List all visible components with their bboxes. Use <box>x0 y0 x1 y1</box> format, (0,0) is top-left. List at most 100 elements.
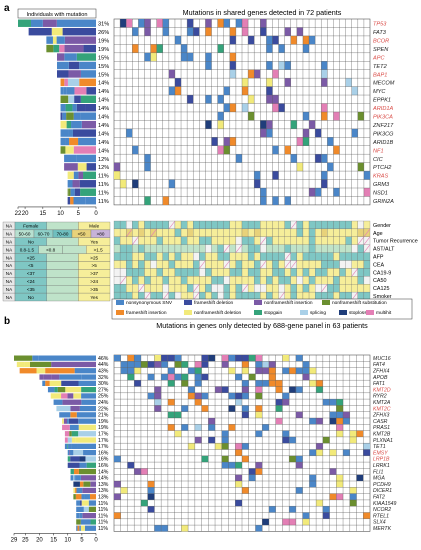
clinical-cell <box>156 276 163 285</box>
mutation-cell <box>321 171 328 180</box>
mutation-cell <box>167 399 175 406</box>
clinical-cell <box>302 276 310 285</box>
gene-label: ZFHX3 <box>372 413 390 419</box>
mutation-cell <box>302 512 310 519</box>
gene-label: MYC <box>373 89 386 95</box>
clinical-cell <box>229 284 237 293</box>
clinical-cell <box>247 220 255 230</box>
clinical-cell <box>284 268 291 277</box>
legend-value-text: >24 <box>90 279 98 284</box>
freq-bar-segment <box>54 387 58 393</box>
clinical-cell <box>260 228 267 237</box>
clinical-cell <box>302 236 310 245</box>
freq-bar-segment <box>64 44 84 53</box>
mutation-cell <box>275 405 283 412</box>
freq-bar-segment <box>81 393 96 399</box>
clinical-cell <box>333 220 340 230</box>
mutation-cell <box>132 179 139 188</box>
freq-bar-segment <box>80 519 91 525</box>
mutation-cell <box>242 487 249 494</box>
clinical-cell <box>168 244 176 253</box>
clinical-cell <box>321 244 328 253</box>
clinical-cell <box>113 236 121 245</box>
mutation-cell <box>140 468 148 475</box>
clinical-cell <box>290 236 297 245</box>
clinical-na-hatch <box>223 244 231 253</box>
mutation-cell <box>336 411 344 418</box>
mutation-cell <box>284 196 291 205</box>
gene-label: EMSY <box>373 450 388 456</box>
mutation-cell <box>174 86 182 96</box>
mutation-cell <box>120 179 127 188</box>
mutation-cell <box>154 361 162 368</box>
freq-bar-segment <box>66 112 74 120</box>
freq-bar-segment <box>81 387 96 393</box>
mutation-cell <box>266 128 273 138</box>
clinical-cell <box>254 244 261 253</box>
mutation-cell <box>221 462 229 469</box>
freq-bar-segment <box>67 418 69 424</box>
freq-bar-segment <box>70 188 75 196</box>
freq-bar-segment <box>38 355 96 361</box>
gene-label: BAP1 <box>373 72 387 78</box>
gene-label: PIK3CA <box>373 115 393 121</box>
mutation-cell <box>302 137 310 146</box>
freq-bar-segment <box>89 494 96 500</box>
mutation-cell <box>255 380 263 387</box>
mutation-cell <box>295 487 303 494</box>
mutation-cell <box>268 506 276 513</box>
gene-label: ARID1B <box>372 140 393 146</box>
freq-bar-segment <box>80 500 82 506</box>
mutation-cell <box>302 367 310 374</box>
clinical-na-hatch <box>351 291 359 301</box>
freq-bar-segment <box>83 481 91 487</box>
mutation-cell <box>235 474 242 481</box>
mutation-cell <box>194 424 202 431</box>
freq-bar-segment <box>79 456 86 462</box>
clinical-cell <box>168 236 176 245</box>
clinical-track-label: Tumor Recurrence <box>373 239 418 245</box>
freq-bar-segment <box>76 525 78 531</box>
legend-swatch <box>254 300 262 305</box>
freq-bar-segment <box>82 487 96 494</box>
mutation-cell <box>140 499 148 507</box>
gene-label: FAT3 <box>373 30 387 36</box>
freq-bar-segment <box>46 36 53 44</box>
clinical-cell <box>113 260 121 269</box>
freq-bar-segment <box>57 70 69 78</box>
clinical-cell <box>254 268 261 277</box>
freq-bar-segment <box>64 78 68 87</box>
gene-percent: 11% <box>98 174 109 180</box>
legend-value-cell <box>46 292 79 302</box>
freq-bar-segment <box>83 450 96 456</box>
gene-label: PCDH9 <box>373 482 391 488</box>
panel-b-mutation-grid <box>113 354 371 532</box>
mutation-cell <box>217 120 224 129</box>
gene-label: APOB <box>372 375 388 381</box>
clinical-cell <box>235 236 243 245</box>
freq-bar-segment <box>46 44 54 53</box>
clinical-cell <box>119 228 127 237</box>
freq-bar-segment <box>66 120 72 129</box>
clinical-cell <box>333 236 340 245</box>
freq-bar-segment <box>62 418 64 424</box>
gene-label: KRAS <box>373 174 389 180</box>
clinical-cell <box>241 276 249 285</box>
mutation-cell <box>336 493 344 500</box>
legend-value-text: <25 <box>27 255 35 260</box>
gene-label: DICER1 <box>373 488 392 494</box>
freq-bar-segment <box>45 380 50 386</box>
clinical-cell <box>113 228 121 237</box>
clinical-cell <box>290 252 297 261</box>
clinical-cell <box>168 284 176 293</box>
mutation-cell <box>302 373 310 381</box>
clinical-cell <box>180 276 188 285</box>
gene-percent: 19% <box>98 38 109 44</box>
clinical-cell <box>168 260 176 269</box>
freq-bar-segment <box>67 456 71 462</box>
mutation-cell <box>208 424 216 431</box>
mutation-cell <box>228 462 236 469</box>
mutation-cell <box>262 361 269 368</box>
clinical-cell <box>327 260 334 269</box>
freq-bar-segment <box>68 129 73 137</box>
